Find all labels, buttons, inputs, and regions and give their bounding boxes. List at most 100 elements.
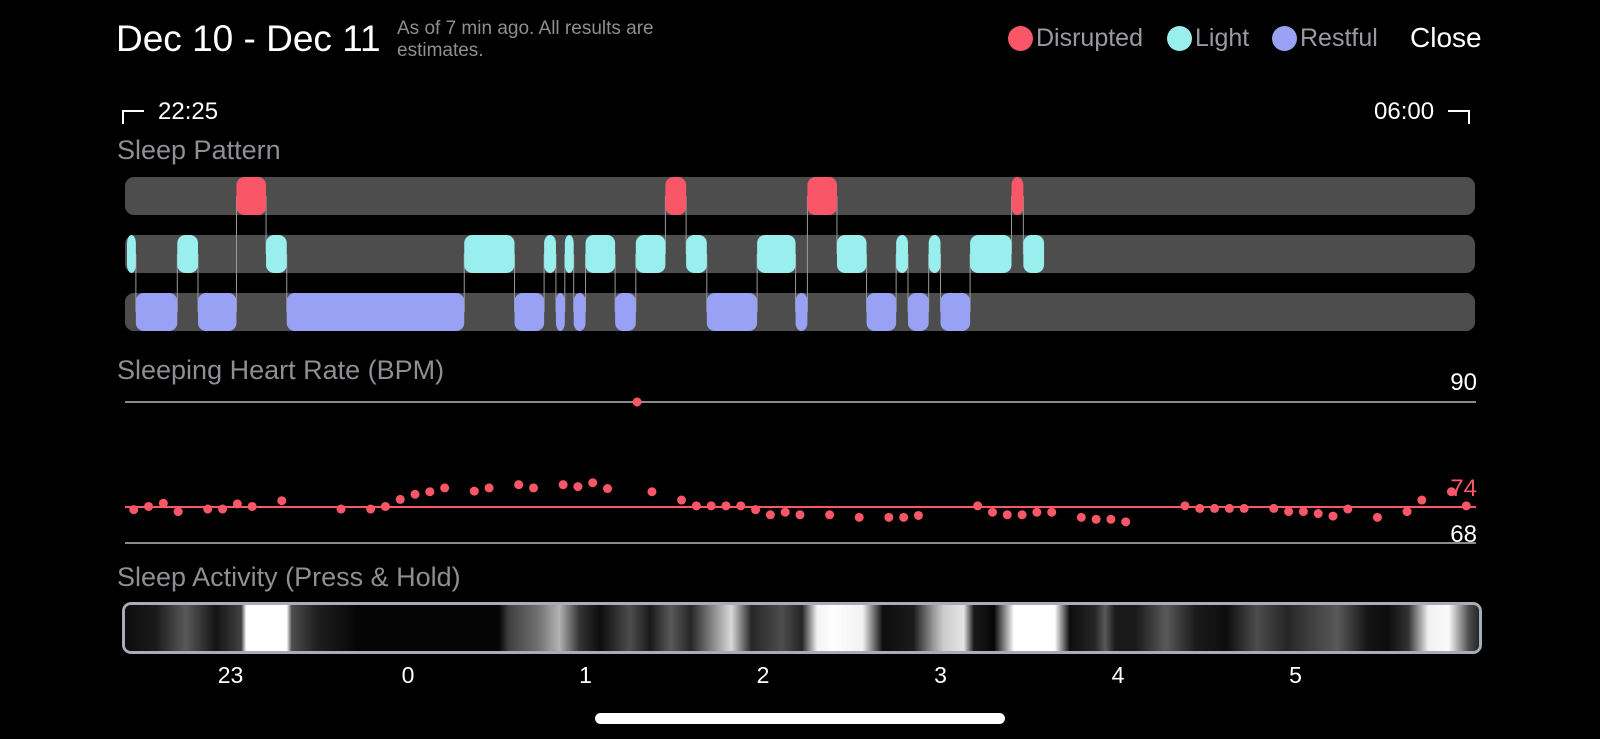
hr-point (987, 507, 997, 517)
segment-light[interactable] (896, 235, 908, 273)
hr-point (1269, 503, 1279, 513)
hr-point (1002, 510, 1012, 520)
segment-disrupted[interactable] (807, 177, 837, 215)
hr-point (232, 499, 242, 509)
hr-point (380, 501, 390, 511)
hr-point (1402, 507, 1412, 517)
legend-light: Light (1167, 24, 1249, 53)
hr-point (1224, 503, 1234, 513)
hr-point (1284, 507, 1294, 517)
time-tick-label: 23 (217, 662, 244, 688)
hr-point (884, 512, 894, 522)
hr-point (1121, 517, 1131, 527)
hr-avg-label: 74 (1450, 475, 1477, 502)
track-light (125, 235, 1475, 273)
time-tick-label: 0 (401, 662, 415, 688)
hr-point (588, 478, 598, 488)
segment-light[interactable] (686, 235, 707, 273)
hr-point (247, 501, 257, 511)
segment-restful[interactable] (795, 293, 808, 331)
hr-point (1017, 510, 1027, 520)
sleep-pattern-title: Sleep Pattern (117, 135, 281, 165)
hr-point (484, 483, 494, 493)
sleep-pattern-chart[interactable] (0, 0, 1600, 340)
hr-point (158, 498, 168, 508)
segment-restful[interactable] (706, 293, 758, 331)
hr-point (632, 397, 642, 407)
hr-point (899, 512, 909, 522)
segment-light[interactable] (127, 235, 136, 273)
segment-restful[interactable] (573, 293, 586, 331)
segment-light[interactable] (266, 235, 287, 273)
segment-disrupted[interactable] (1011, 177, 1024, 215)
segment-light[interactable] (970, 235, 1012, 273)
hr-min-label: 68 (1450, 521, 1477, 548)
hr-point (440, 483, 450, 493)
hr-point (1091, 514, 1101, 524)
legend-disrupted: Disrupted (1008, 24, 1143, 53)
hr-point (1210, 503, 1220, 513)
segment-restful[interactable] (514, 293, 545, 331)
segment-restful[interactable] (286, 293, 465, 331)
hr-point (1461, 501, 1471, 511)
heart-rate-chart: 90 74 68 (125, 369, 1477, 548)
sleep-activity-strip[interactable] (125, 605, 1479, 651)
segment-light[interactable] (757, 235, 796, 273)
hr-point (1180, 501, 1190, 511)
segment-light[interactable] (928, 235, 941, 273)
hr-point (780, 507, 790, 517)
legend-light-dot (1167, 26, 1192, 51)
hr-point (706, 501, 716, 511)
hr-point (469, 486, 479, 496)
segment-disrupted[interactable] (236, 177, 267, 215)
hr-point (973, 501, 983, 511)
hr-point (129, 505, 139, 515)
hr-point (144, 501, 154, 511)
legend-disrupted-label: Disrupted (1036, 24, 1143, 52)
segment-restful[interactable] (907, 293, 929, 331)
segment-light[interactable] (836, 235, 867, 273)
segment-light[interactable] (544, 235, 556, 273)
hr-point (573, 482, 583, 492)
hr-point (336, 504, 346, 514)
hr-point (528, 483, 538, 493)
segment-restful[interactable] (135, 293, 178, 331)
hr-point (1417, 495, 1427, 505)
legend-restful: Restful (1272, 24, 1378, 53)
segment-light[interactable] (177, 235, 198, 273)
hr-point (1313, 509, 1323, 519)
hr-point (1106, 514, 1116, 524)
track-disrupted (125, 177, 1475, 215)
hr-point (647, 487, 657, 497)
hr-point (218, 504, 228, 514)
hr-point (1239, 503, 1249, 513)
segment-restful[interactable] (866, 293, 897, 331)
hr-point (277, 496, 287, 506)
home-indicator[interactable] (595, 713, 1005, 724)
segment-restful[interactable] (555, 293, 565, 331)
segment-light[interactable] (635, 235, 666, 273)
legend-restful-label: Restful (1300, 24, 1378, 52)
as-of-note: As of 7 min ago. All results are estimat… (397, 18, 654, 61)
time-tick-label: 2 (756, 662, 770, 688)
range-start-time: 22:25 (158, 98, 219, 125)
segment-light[interactable] (564, 235, 574, 273)
segment-restful[interactable] (940, 293, 971, 331)
heart-rate-title: Sleeping Heart Rate (BPM) (117, 355, 445, 385)
time-tick-label: 5 (1289, 662, 1302, 688)
segment-light[interactable] (464, 235, 515, 273)
hr-point (854, 512, 864, 522)
hr-point (1076, 512, 1086, 522)
hr-max-label: 90 (1450, 369, 1477, 396)
segment-restful[interactable] (197, 293, 237, 331)
segment-disrupted[interactable] (665, 177, 687, 215)
hr-point (1328, 511, 1338, 521)
sleep-activity-title: Sleep Activity (Press & Hold) (117, 562, 461, 592)
hr-point (825, 510, 835, 520)
close-button[interactable]: Close (1410, 22, 1482, 53)
hr-point (1195, 503, 1205, 513)
segment-restful[interactable] (615, 293, 636, 331)
sleep-activity-bar[interactable] (122, 602, 1482, 654)
segment-light[interactable] (585, 235, 616, 273)
segment-light[interactable] (1023, 235, 1045, 273)
